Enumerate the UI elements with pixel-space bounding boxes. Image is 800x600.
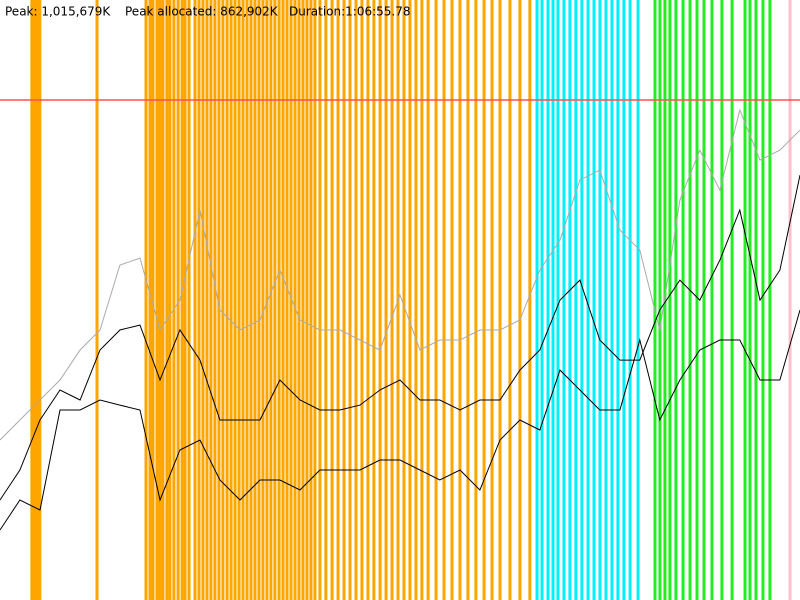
header: Peak: 1,015,679K Peak allocated: 862,902… [5, 5, 411, 19]
lines [0, 99, 800, 531]
peak-allocated-label: Peak allocated: 862,902K [125, 5, 279, 19]
duration-label: Duration:1:06:55.78 [289, 5, 411, 19]
memory-line [0, 309, 800, 531]
memory-line [0, 108, 800, 441]
memory-line [0, 174, 800, 501]
events [30, 0, 792, 600]
peak-label: Peak: 1,015,679K [5, 5, 111, 19]
